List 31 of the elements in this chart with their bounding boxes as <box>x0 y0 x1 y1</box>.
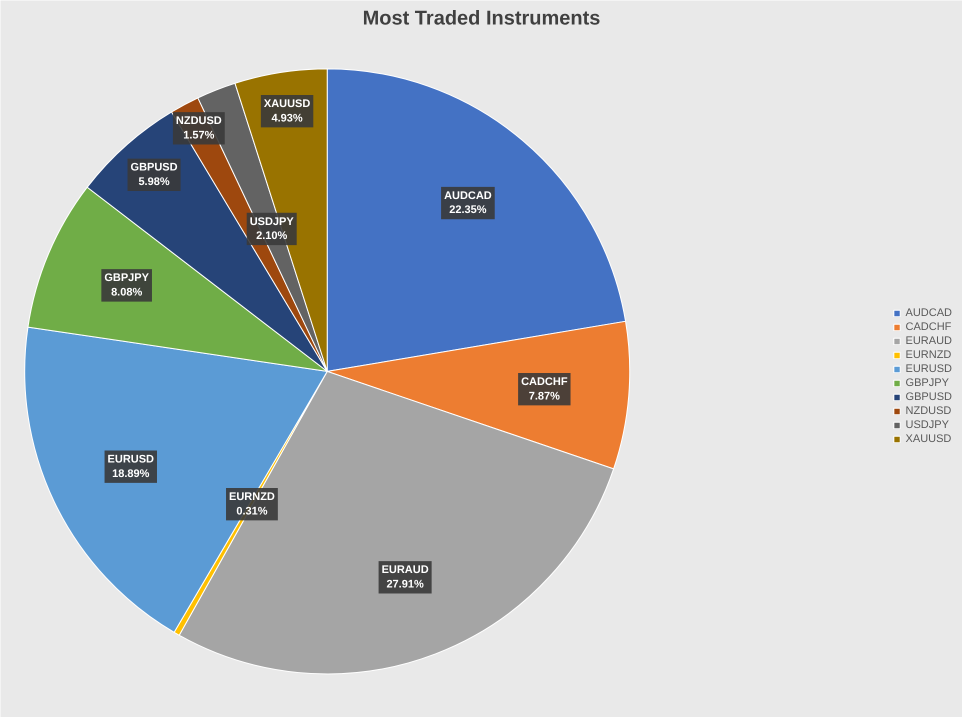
legend-label: USDJPY <box>906 418 949 430</box>
slice-label: XAUUSD <box>264 98 310 110</box>
data-label: 2.10% <box>256 230 288 242</box>
data-label: 8.08% <box>111 286 142 299</box>
legend-label: EURNZD <box>906 348 952 360</box>
legend-label: EURAUD <box>906 334 952 346</box>
legend-label: EURUSD <box>906 362 952 374</box>
slice-label: CADCHF <box>521 376 568 388</box>
chart-title: Most Traded Instruments <box>362 8 600 30</box>
slice-label: EURNZD <box>229 491 275 504</box>
data-label: 27.91% <box>386 578 424 591</box>
legend-label: AUDCAD <box>906 306 952 318</box>
legend-label: CADCHF <box>906 320 952 332</box>
data-label: 18.89% <box>112 468 150 480</box>
slice-label: GBPJPY <box>104 272 150 284</box>
legend-label: GBPUSD <box>906 390 952 402</box>
data-label: 1.57% <box>183 130 215 142</box>
data-label: 4.93% <box>271 112 303 124</box>
slice-label: GBPUSD <box>130 162 178 174</box>
slice-label: NZDUSD <box>176 115 222 128</box>
data-label: 7.87% <box>528 390 560 402</box>
data-label: 22.35% <box>449 204 487 216</box>
legend-label: XAUUSD <box>906 432 952 444</box>
slice-label: AUDCAD <box>444 190 492 202</box>
slice-label: EURUSD <box>108 453 154 466</box>
data-label: 0.31% <box>236 505 268 518</box>
legend-label: GBPJPY <box>906 376 949 388</box>
data-label: 5.98% <box>138 176 170 188</box>
legend-label: NZDUSD <box>906 404 952 416</box>
slice-label: USDJPY <box>250 216 294 228</box>
slice-label: EURAUD <box>382 564 429 576</box>
